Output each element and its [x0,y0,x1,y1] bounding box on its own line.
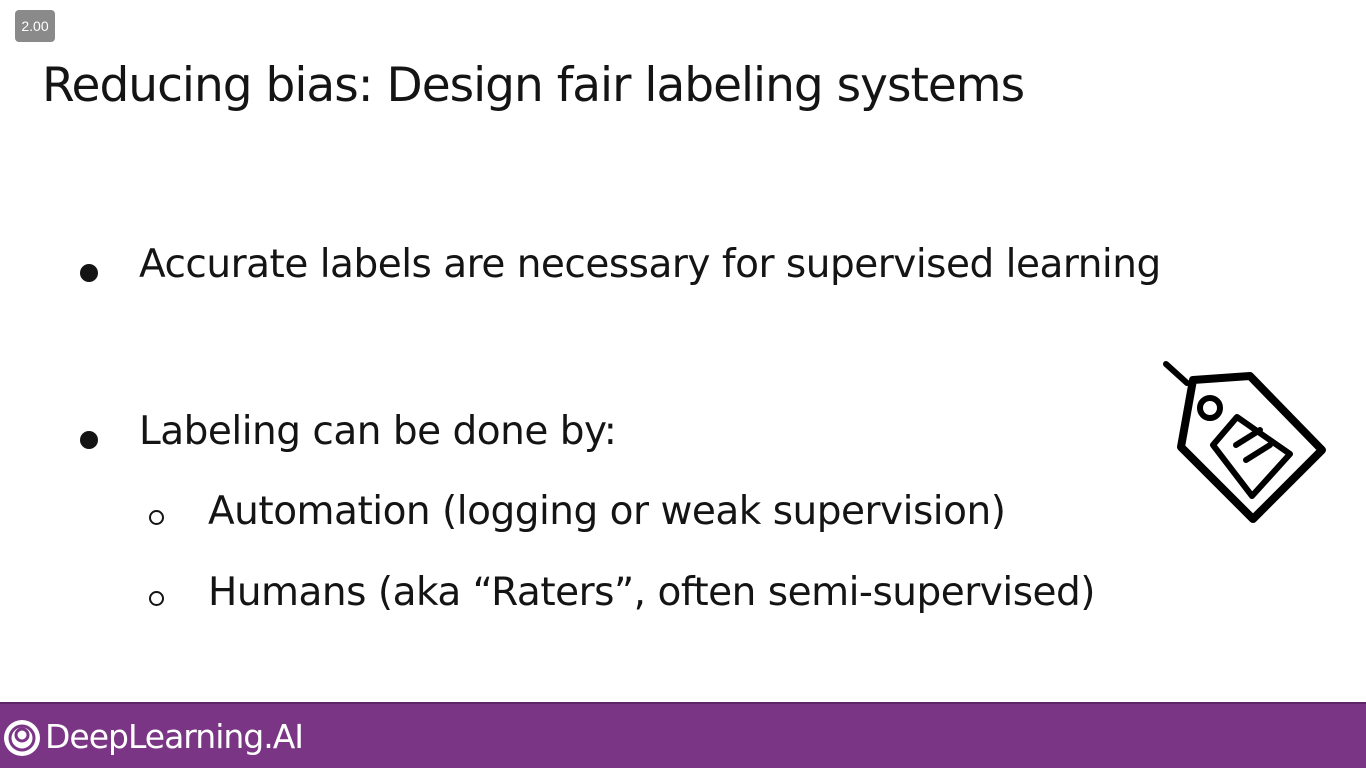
bullet-circle-icon [149,510,164,525]
deeplearning-ai-logo-icon [4,720,40,756]
bullet-circle-icon [149,591,164,606]
sub-bullet-text: Humans (aka “Raters”, often semi-supervi… [208,570,1096,615]
bullet-text: Accurate labels are necessary for superv… [139,242,1161,287]
bullet-dot-icon [80,264,98,282]
footer-brand-bar: DeepLearning.AI [0,702,1366,768]
sub-bullet-automation: Automation (logging or weak supervision) [149,489,1006,534]
brand-name: DeepLearning.AI [45,717,304,756]
bullet-dot-icon [80,431,98,449]
bullet-accurate-labels: Accurate labels are necessary for superv… [80,242,1161,287]
slide-title: Reducing bias: Design fair labeling syst… [42,58,1025,113]
sub-bullet-text: Automation (logging or weak supervision) [208,489,1006,534]
bullet-text: Labeling can be done by: [139,409,617,454]
bullet-labeling-done-by: Labeling can be done by: [80,409,617,454]
price-tag-icon [1163,361,1326,523]
playback-speed-badge[interactable]: 2.00 [15,10,55,42]
sub-bullet-humans: Humans (aka “Raters”, often semi-supervi… [149,570,1096,615]
